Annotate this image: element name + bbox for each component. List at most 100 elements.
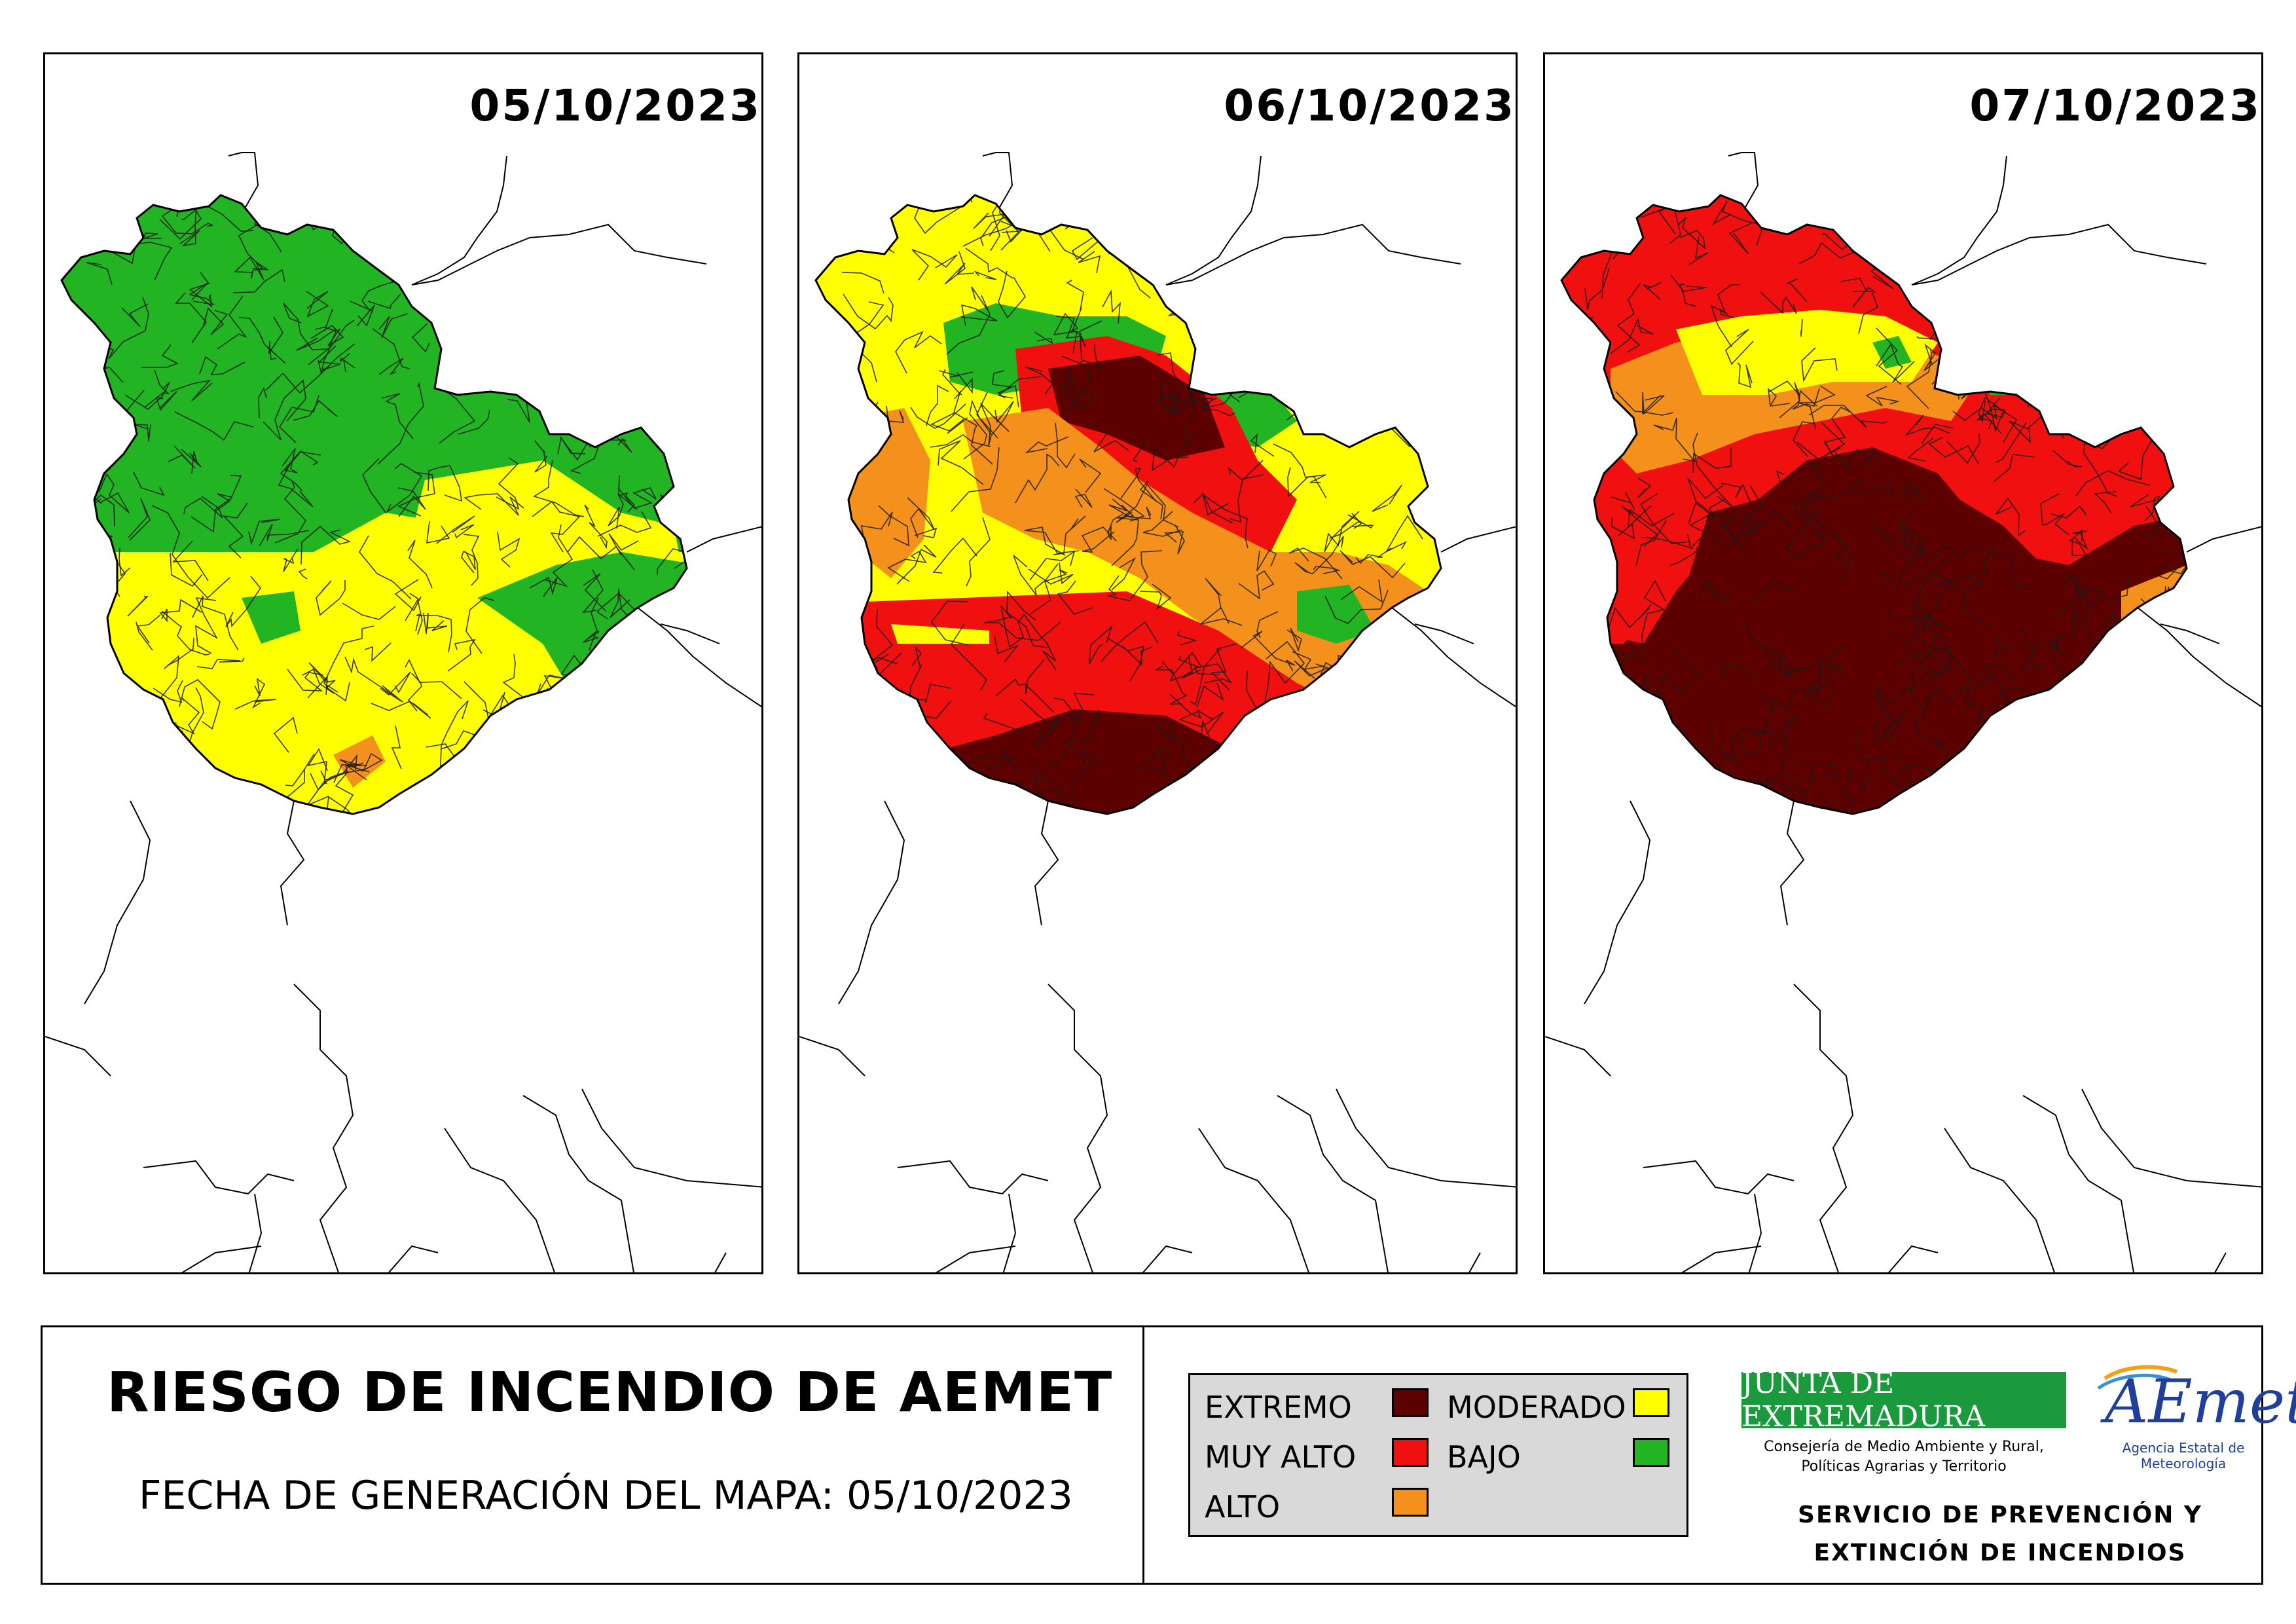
municipality-boundary: [543, 741, 570, 766]
legend-label-extremo: EXTREMO: [1205, 1390, 1352, 1425]
municipality-boundary: [2007, 243, 2066, 321]
municipality-boundary: [1047, 714, 1077, 767]
municipality-boundary: [865, 802, 888, 814]
municipality-boundary: [2027, 386, 2056, 408]
municipality-boundary: [1352, 344, 1384, 375]
service-line-1: SERVICIO DE PREVENCIÓN Y: [1798, 1502, 2202, 1528]
boundary-line: [936, 1246, 1016, 1272]
municipality-boundary: [930, 434, 991, 448]
municipality-boundary: [378, 313, 409, 339]
municipality-boundary: [1770, 647, 1825, 699]
municipality-boundary: [1641, 537, 1694, 549]
municipality-boundary: [646, 701, 679, 744]
municipality-boundary: [342, 602, 396, 620]
municipality-boundary: [994, 635, 1019, 663]
municipality-boundary: [1976, 412, 2002, 434]
municipality-boundary: [1193, 493, 1248, 549]
boundary-line: [660, 623, 720, 644]
municipality-boundary: [280, 450, 319, 492]
legend-label-moderado: MODERADO: [1447, 1390, 1626, 1425]
municipality-boundary: [1116, 483, 1179, 528]
municipality-boundary: [1155, 665, 1188, 705]
legend-swatch-extremo: [1392, 1388, 1429, 1417]
municipality-boundary: [2059, 343, 2086, 367]
municipality-boundary: [436, 515, 475, 544]
aemet-agency-name: Agencia Estatal de Meteorología: [2122, 1440, 2245, 1471]
municipality-boundary: [1347, 514, 1374, 529]
municipality-boundary: [1372, 223, 1388, 241]
boundary-line: [1779, 800, 1805, 926]
municipality-boundary: [490, 752, 508, 777]
municipality-boundary: [1561, 749, 1574, 782]
municipality-boundary: [570, 439, 623, 474]
municipality-boundary: [554, 764, 604, 792]
panel-date: 05/10/2023: [469, 81, 761, 131]
junta-extremadura-logo: JUNTA DE EXTREMADURA: [1741, 1367, 2066, 1433]
municipality-boundary: [1897, 653, 1925, 665]
municipality-boundary: [1240, 631, 1296, 672]
municipality-boundary: [572, 781, 595, 814]
municipality-boundary: [1324, 589, 1389, 624]
municipality-boundary: [1793, 421, 1815, 457]
municipality-boundary: [65, 671, 84, 706]
municipality-boundary: [878, 505, 909, 547]
municipality-boundary: [973, 212, 1006, 237]
municipality-boundary: [318, 327, 337, 375]
municipality-boundary: [278, 466, 314, 507]
municipality-boundary: [1840, 278, 1876, 308]
municipality-boundary: [1238, 570, 1275, 600]
municipality-boundary: [1388, 329, 1410, 377]
municipality-boundary: [1745, 620, 1757, 646]
municipality-boundary: [1190, 649, 1222, 706]
municipality-boundary: [252, 678, 266, 709]
municipality-boundary: [1884, 706, 1909, 743]
municipality-boundary: [1738, 509, 1792, 538]
municipality-boundary: [234, 256, 268, 281]
municipality-boundary: [1157, 352, 1183, 388]
municipality-boundary: [1287, 467, 1327, 499]
municipality-boundary: [998, 270, 1026, 319]
municipality-boundary: [1273, 443, 1326, 483]
municipality-boundary: [2113, 669, 2146, 709]
municipality-boundary: [584, 504, 608, 549]
municipality-boundary: [423, 612, 448, 635]
municipality-boundary: [1887, 616, 1920, 642]
municipality-boundary: [1023, 613, 1057, 671]
boundary-line: [1944, 1128, 2055, 1272]
municipality-boundary: [627, 748, 647, 792]
municipality-boundary: [121, 303, 149, 327]
municipality-boundary: [1724, 796, 1757, 813]
municipality-boundary: [94, 677, 126, 699]
boundary-line: [1584, 800, 1651, 1005]
municipality-boundary: [318, 345, 341, 371]
municipality-boundary: [2143, 657, 2179, 681]
municipality-boundary: [1821, 422, 1870, 466]
legend-swatch-bajo: [1633, 1438, 1669, 1467]
municipality-boundary: [452, 195, 496, 255]
municipality-boundary: [73, 745, 86, 754]
risk-zones: [816, 195, 1441, 814]
municipality-boundary: [1619, 195, 1660, 202]
municipality-boundary: [991, 780, 1023, 814]
municipality-boundary: [1923, 343, 1944, 371]
municipality-boundary: [2040, 493, 2069, 536]
municipality-boundary: [1314, 195, 1344, 204]
municipality-boundary: [1389, 232, 1425, 250]
municipality-boundary: [1977, 397, 2006, 421]
municipality-boundary: [1006, 590, 1049, 648]
municipality-boundary: [1111, 504, 1139, 566]
municipality-boundary: [362, 458, 387, 514]
legend-swatch-muy-alto: [1392, 1438, 1429, 1467]
municipality-boundary: [1120, 468, 1157, 502]
municipality-boundary: [1057, 580, 1093, 615]
municipality-boundary: [1108, 498, 1152, 519]
municipality-boundary: [658, 591, 677, 620]
municipality-boundary: [1355, 648, 1396, 668]
municipality-boundary: [2152, 403, 2178, 427]
municipality-boundary: [976, 392, 1014, 436]
municipality-boundary: [1688, 783, 1702, 804]
municipality-boundary: [386, 463, 423, 513]
municipality-boundary: [2049, 386, 2066, 439]
municipality-boundary: [1584, 267, 1610, 310]
municipality-boundary: [1194, 663, 1233, 684]
